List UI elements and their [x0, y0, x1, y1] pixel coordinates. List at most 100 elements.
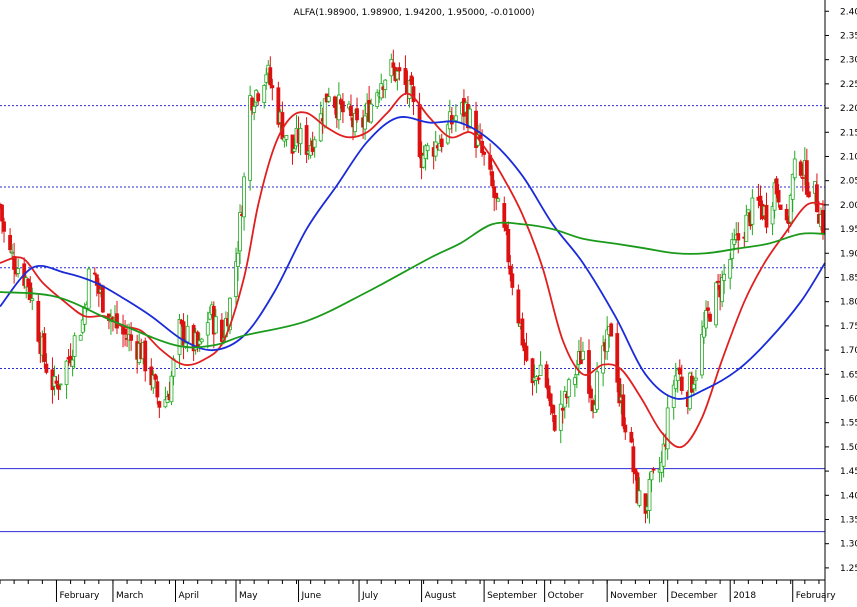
candle-up [151, 374, 156, 389]
candle-down [506, 228, 511, 263]
y-tick-label: 2.40 [840, 7, 857, 17]
y-tick-label: 2.35 [840, 31, 857, 41]
candle-up [792, 158, 797, 179]
candle-down [631, 446, 636, 473]
candles [0, 49, 825, 524]
candle-up [248, 95, 253, 181]
candle-up [78, 335, 83, 341]
candle-down [716, 280, 720, 283]
y-tick-label: 1.45 [840, 467, 857, 477]
candle-down [629, 431, 634, 443]
candle-down [550, 404, 555, 414]
candle-up [407, 80, 412, 99]
candle-up [10, 251, 15, 254]
x-tick-label: May [239, 591, 258, 601]
candle-down [123, 328, 127, 335]
candle-down [706, 307, 710, 311]
candle-up [185, 325, 190, 343]
candle-down [115, 313, 119, 329]
candle-up [453, 115, 458, 122]
y-tick-label: 2.15 [840, 128, 857, 138]
candle-down [530, 358, 535, 384]
candle-up [336, 94, 341, 121]
candle-down [96, 282, 101, 294]
candle-down [403, 68, 408, 85]
y-tick-label: 2.05 [840, 177, 857, 187]
candle-down [552, 415, 557, 431]
candle-up [772, 182, 777, 211]
candle-down [270, 85, 275, 89]
candle-up [788, 194, 793, 223]
candle-down [411, 86, 416, 103]
candle-up [284, 135, 289, 140]
candle-down [758, 195, 763, 207]
candle-up [720, 277, 725, 303]
candle-up [538, 364, 543, 376]
candle-down [268, 67, 273, 86]
y-tick-label: 1.85 [840, 273, 857, 283]
y-tick-label: 1.90 [840, 249, 857, 259]
y-tick-label: 1.30 [840, 540, 857, 550]
candle-down [504, 224, 509, 231]
candle-up [647, 479, 652, 511]
candle-down [679, 376, 684, 391]
candle-down [355, 108, 359, 121]
candle-up [395, 70, 400, 80]
candle-down [806, 191, 811, 198]
candle-down [492, 186, 497, 198]
candle-down [490, 171, 495, 187]
candle-down [494, 192, 499, 199]
y-tick-label: 1.40 [840, 491, 857, 501]
candle-up [163, 399, 168, 408]
candle-up [425, 145, 430, 152]
candle-up [375, 92, 380, 107]
x-tick-label: July [361, 591, 379, 601]
candle-down [250, 97, 255, 111]
moving-averages [0, 92, 826, 449]
candle-up [318, 113, 323, 142]
x-tick-label: March [116, 591, 143, 601]
candle-up [601, 345, 606, 374]
candle-up [732, 239, 737, 245]
candle-up [197, 340, 202, 345]
candle-down [56, 383, 61, 390]
candle-down [290, 134, 295, 154]
candle-down [774, 178, 779, 195]
candle-up [326, 96, 331, 102]
candle-up [421, 154, 426, 168]
candle-up [86, 268, 91, 309]
candle-down [482, 151, 487, 155]
candle-up [369, 103, 374, 123]
candle-down [478, 134, 482, 139]
y-tick-label: 2.00 [840, 201, 857, 211]
series-line-0 [0, 92, 826, 449]
candle-down [635, 472, 640, 504]
candle-down [397, 67, 402, 72]
candle-down [100, 285, 105, 313]
candle-down [12, 256, 17, 270]
candle-up [383, 79, 388, 90]
candle-up [661, 443, 666, 467]
candle-up [691, 383, 696, 390]
candle-up [659, 462, 664, 473]
candle-up [252, 106, 257, 113]
candle-up [722, 273, 727, 281]
candle-down [516, 289, 521, 324]
candle-up [205, 322, 210, 336]
x-tick-label: April [178, 591, 199, 601]
y-tick-label: 1.65 [840, 370, 857, 380]
x-tick-label: 2018 [733, 591, 756, 601]
candle-down [587, 350, 591, 394]
candle-up [572, 377, 577, 385]
x-tick-label: December [671, 591, 718, 601]
candle-up [64, 360, 69, 385]
y-tick-label: 1.50 [840, 443, 857, 453]
candle-down [821, 210, 825, 234]
candle-up [58, 383, 63, 386]
candle-up [80, 319, 85, 333]
x-tick-label: February [796, 591, 837, 601]
candle-up [702, 325, 706, 338]
candle-down [736, 233, 741, 241]
